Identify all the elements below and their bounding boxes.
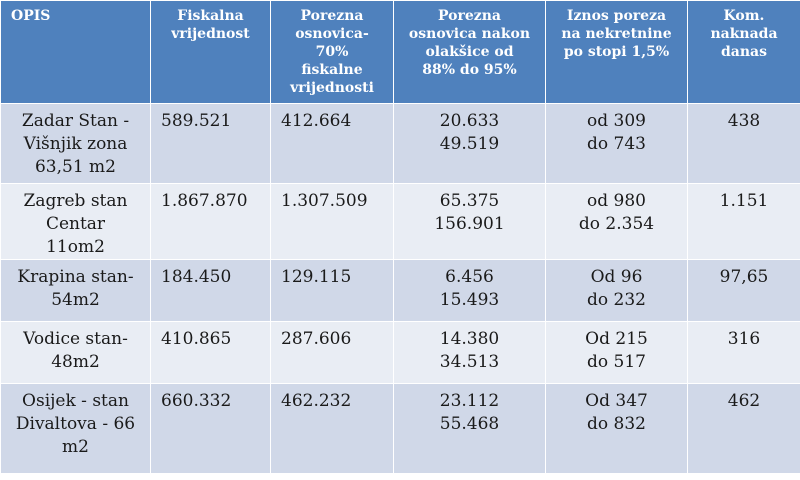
header-line: na nekretnine (561, 26, 672, 42)
cell-line: Višnjik zona (23, 134, 128, 154)
header-line: vrijednosti (290, 80, 374, 96)
cell-line: do 517 (587, 352, 646, 372)
cell-porezna-osnovica-70: 287.606 (270, 321, 394, 384)
column-header-kom-naknada: Kom. naknada danas (687, 0, 800, 104)
cell-line: 6.456 (445, 267, 494, 287)
header-line: fiskalne (301, 62, 363, 78)
cell-kom-naknada: 1.151 (687, 183, 800, 260)
table-body: Zadar Stan - Višnjik zona 63,51 m2 589.521 4… (0, 103, 800, 474)
cell-fiskalna-vrijednost: 410.865 (150, 321, 271, 384)
header-line: osnovica nakon (408, 26, 531, 42)
cell-line: 54m2 (51, 290, 100, 310)
cell-opis: Zagreb stan Centar 11om2 (0, 183, 151, 260)
cell-kom-naknada: 316 (687, 321, 800, 384)
header-line: Iznos poreza (566, 8, 667, 24)
header-line: danas (721, 44, 767, 60)
cell-line: Od 215 (585, 329, 648, 349)
cell-fiskalna-vrijednost: 589.521 (150, 103, 271, 184)
cell-line: 49.519 (439, 134, 500, 154)
cell-line: do 832 (587, 414, 646, 434)
cell-line: od 309 (587, 111, 646, 131)
cell-line: Od 347 (585, 391, 648, 411)
header-row: OPIS Fiskalna vrijednost Porezna osnovica- 70… (0, 0, 800, 104)
cell-porezna-osnovica-70: 412.664 (270, 103, 394, 184)
cell-line: 48m2 (51, 352, 100, 372)
header-line: Porezna (300, 8, 364, 24)
cell-porezna-osnovica-olaksica: 6.456 15.493 (393, 259, 546, 322)
cell-line: 14.380 (439, 329, 500, 349)
column-header-iznos-poreza: Iznos poreza na nekretnine po stopi 1,5% (545, 0, 688, 104)
table-row: Osijek - stan Divaltova - 66 m2 660.332 462.… (0, 383, 800, 474)
cell-line: Zadar Stan - (21, 111, 130, 131)
cell-iznos-poreza: od 980 do 2.354 (545, 183, 688, 260)
header-line: olakšice od (425, 44, 514, 60)
column-header-porezna-osnovica-olaksica: Porezna osnovica nakon olakšice od 88% do 9… (393, 0, 546, 104)
cell-fiskalna-vrijednost: 184.450 (150, 259, 271, 322)
column-header-opis: OPIS (0, 0, 151, 104)
header-line: Porezna (438, 8, 501, 24)
cell-line: Divaltova - 66 (15, 414, 136, 434)
cell-fiskalna-vrijednost: 1.867.870 (150, 183, 271, 260)
cell-line: Zagreb stan (23, 191, 128, 211)
cell-opis: Vodice stan- 48m2 (0, 321, 151, 384)
cell-porezna-osnovica-olaksica: 20.633 49.519 (393, 103, 546, 184)
cell-porezna-osnovica-olaksica: 65.375 156.901 (393, 183, 546, 260)
cell-line: 156.901 (434, 214, 505, 234)
cell-porezna-osnovica-70: 1.307.509 (270, 183, 394, 260)
cell-iznos-poreza: Od 347 do 832 (545, 383, 688, 474)
cell-line: do 2.354 (578, 214, 655, 234)
cell-line: 15.493 (439, 290, 500, 310)
cell-line: 65.375 (439, 191, 500, 211)
cell-porezna-osnovica-olaksica: 23.112 55.468 (393, 383, 546, 474)
cell-iznos-poreza: od 309 do 743 (545, 103, 688, 184)
cell-line: Vodice stan- (23, 329, 128, 349)
cell-porezna-osnovica-olaksica: 14.380 34.513 (393, 321, 546, 384)
cell-porezna-osnovica-70: 462.232 (270, 383, 394, 474)
cell-line: Osijek - stan (22, 391, 129, 411)
cell-kom-naknada: 97,65 (687, 259, 800, 322)
table-row: Zagreb stan Centar 11om2 1.867.870 1.307.509… (0, 183, 800, 260)
cell-line: 23.112 (439, 391, 500, 411)
cell-kom-naknada: 438 (687, 103, 800, 184)
cell-opis: Osijek - stan Divaltova - 66 m2 (0, 383, 151, 474)
cell-fiskalna-vrijednost: 660.332 (150, 383, 271, 474)
column-header-porezna-osnovica-70: Porezna osnovica- 70% fiskalne vrijednosti (270, 0, 394, 104)
cell-line: do 743 (587, 134, 646, 154)
cell-line: Centar (45, 214, 106, 234)
table-row: Vodice stan- 48m2 410.865 287.606 14.380 34.5… (0, 321, 800, 384)
cell-line: do 232 (587, 290, 646, 310)
cell-line: 55.468 (439, 414, 500, 434)
table-row: Krapina stan- 54m2 184.450 129.115 6.456 15.4… (0, 259, 800, 322)
table-header: OPIS Fiskalna vrijednost Porezna osnovica- 70… (0, 0, 800, 104)
table-row: Zadar Stan - Višnjik zona 63,51 m2 589.521 4… (0, 103, 800, 184)
cell-iznos-poreza: Od 96 do 232 (545, 259, 688, 322)
cell-line: od 980 (587, 191, 646, 211)
column-header-fiskalna-vrijednost: Fiskalna vrijednost (150, 0, 271, 104)
cell-line: Krapina stan- (17, 267, 134, 287)
cell-porezna-osnovica-70: 129.115 (270, 259, 394, 322)
cell-line: m2 (62, 437, 89, 457)
header-line: naknada (710, 26, 778, 42)
cell-opis: Krapina stan- 54m2 (0, 259, 151, 322)
header-line: 88% do 95% (422, 62, 517, 78)
header-line: vrijednost (171, 26, 250, 42)
header-line: osnovica- (295, 26, 369, 42)
cell-line: 34.513 (439, 352, 500, 372)
cell-line: Od 96 (590, 267, 643, 287)
header-line: po stopi 1,5% (563, 44, 670, 60)
header-line: Kom. (723, 8, 765, 24)
header-line: Fiskalna (177, 8, 244, 24)
cell-line: 63,51 m2 (34, 157, 116, 177)
header-line: 70% (315, 44, 349, 60)
cell-iznos-poreza: Od 215 do 517 (545, 321, 688, 384)
cell-line: 11om2 (46, 237, 105, 257)
cell-opis: Zadar Stan - Višnjik zona 63,51 m2 (0, 103, 151, 184)
header-line: OPIS (11, 8, 51, 24)
cell-line: 20.633 (439, 111, 500, 131)
cell-kom-naknada: 462 (687, 383, 800, 474)
